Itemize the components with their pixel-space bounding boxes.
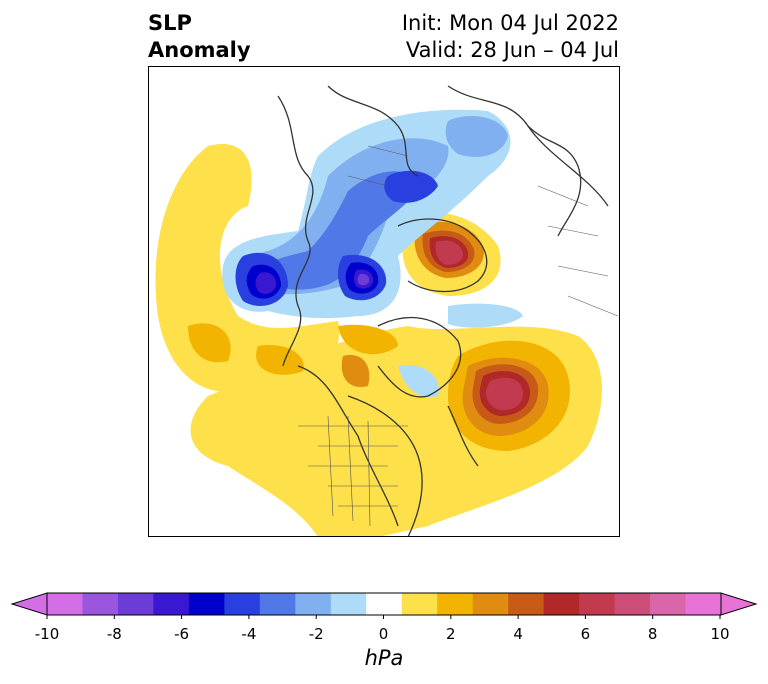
colorbar-segment — [259, 593, 296, 615]
colorbar-extend-low — [10, 592, 48, 616]
colorbar-tick-label: 10 — [710, 625, 730, 643]
colorbar-segment — [472, 593, 509, 615]
colorbar-segment — [366, 593, 403, 615]
colorbar-segment — [330, 593, 367, 615]
colorbar-extend-high — [720, 592, 758, 616]
valid-time: Init: Mon 04 Jul 2022 Valid: 28 Jun – 04… — [402, 10, 619, 64]
anomaly-map — [148, 66, 620, 537]
colorbar-tick-label: -4 — [241, 625, 257, 643]
negative-anomaly-fields — [222, 109, 523, 397]
colorbar-tick-label: -2 — [308, 625, 324, 643]
colorbar-segment — [153, 593, 190, 615]
map-title: SLP Anomaly — [148, 10, 251, 64]
colorbar-tick-label: -8 — [106, 625, 122, 643]
colorbar-segment — [295, 593, 332, 615]
coastlines — [277, 85, 609, 537]
colorbar-tick-label: 8 — [647, 625, 658, 643]
colorbar-tick-label: 6 — [580, 625, 591, 643]
colorbar-segment — [188, 593, 225, 615]
colorbar — [10, 592, 758, 619]
colorbar-tick-label: 0 — [378, 625, 389, 643]
colorbar-segment — [543, 593, 580, 615]
colorbar-segment — [650, 593, 687, 615]
positive-anomaly-fields — [155, 144, 602, 537]
colorbar-units: hPa — [364, 646, 404, 670]
colorbar-segment — [579, 593, 616, 615]
colorbar-tick-label: 2 — [446, 625, 456, 643]
colorbar-segment — [614, 593, 651, 615]
colorbar-tick-label: -10 — [34, 625, 60, 643]
title-line-2: Anomaly — [148, 38, 251, 62]
init-date: Init: Mon 04 Jul 2022 — [401, 11, 619, 35]
colorbar-tick-label: 4 — [513, 625, 523, 643]
colorbar-tick-label: -6 — [174, 625, 190, 643]
colorbar-segment — [224, 593, 261, 615]
colorbar-segment — [117, 593, 154, 615]
colorbar-segment — [437, 593, 474, 615]
colorbar-segment — [82, 593, 119, 615]
valid-range: Valid: 28 Jun – 04 Jul — [405, 38, 619, 62]
colorbar-segment — [401, 593, 438, 615]
title-line-1: SLP — [148, 11, 192, 35]
colorbar-segment — [685, 593, 722, 615]
colorbar-segment — [508, 593, 545, 615]
political-borders — [298, 145, 619, 527]
colorbar-segment — [47, 593, 83, 615]
